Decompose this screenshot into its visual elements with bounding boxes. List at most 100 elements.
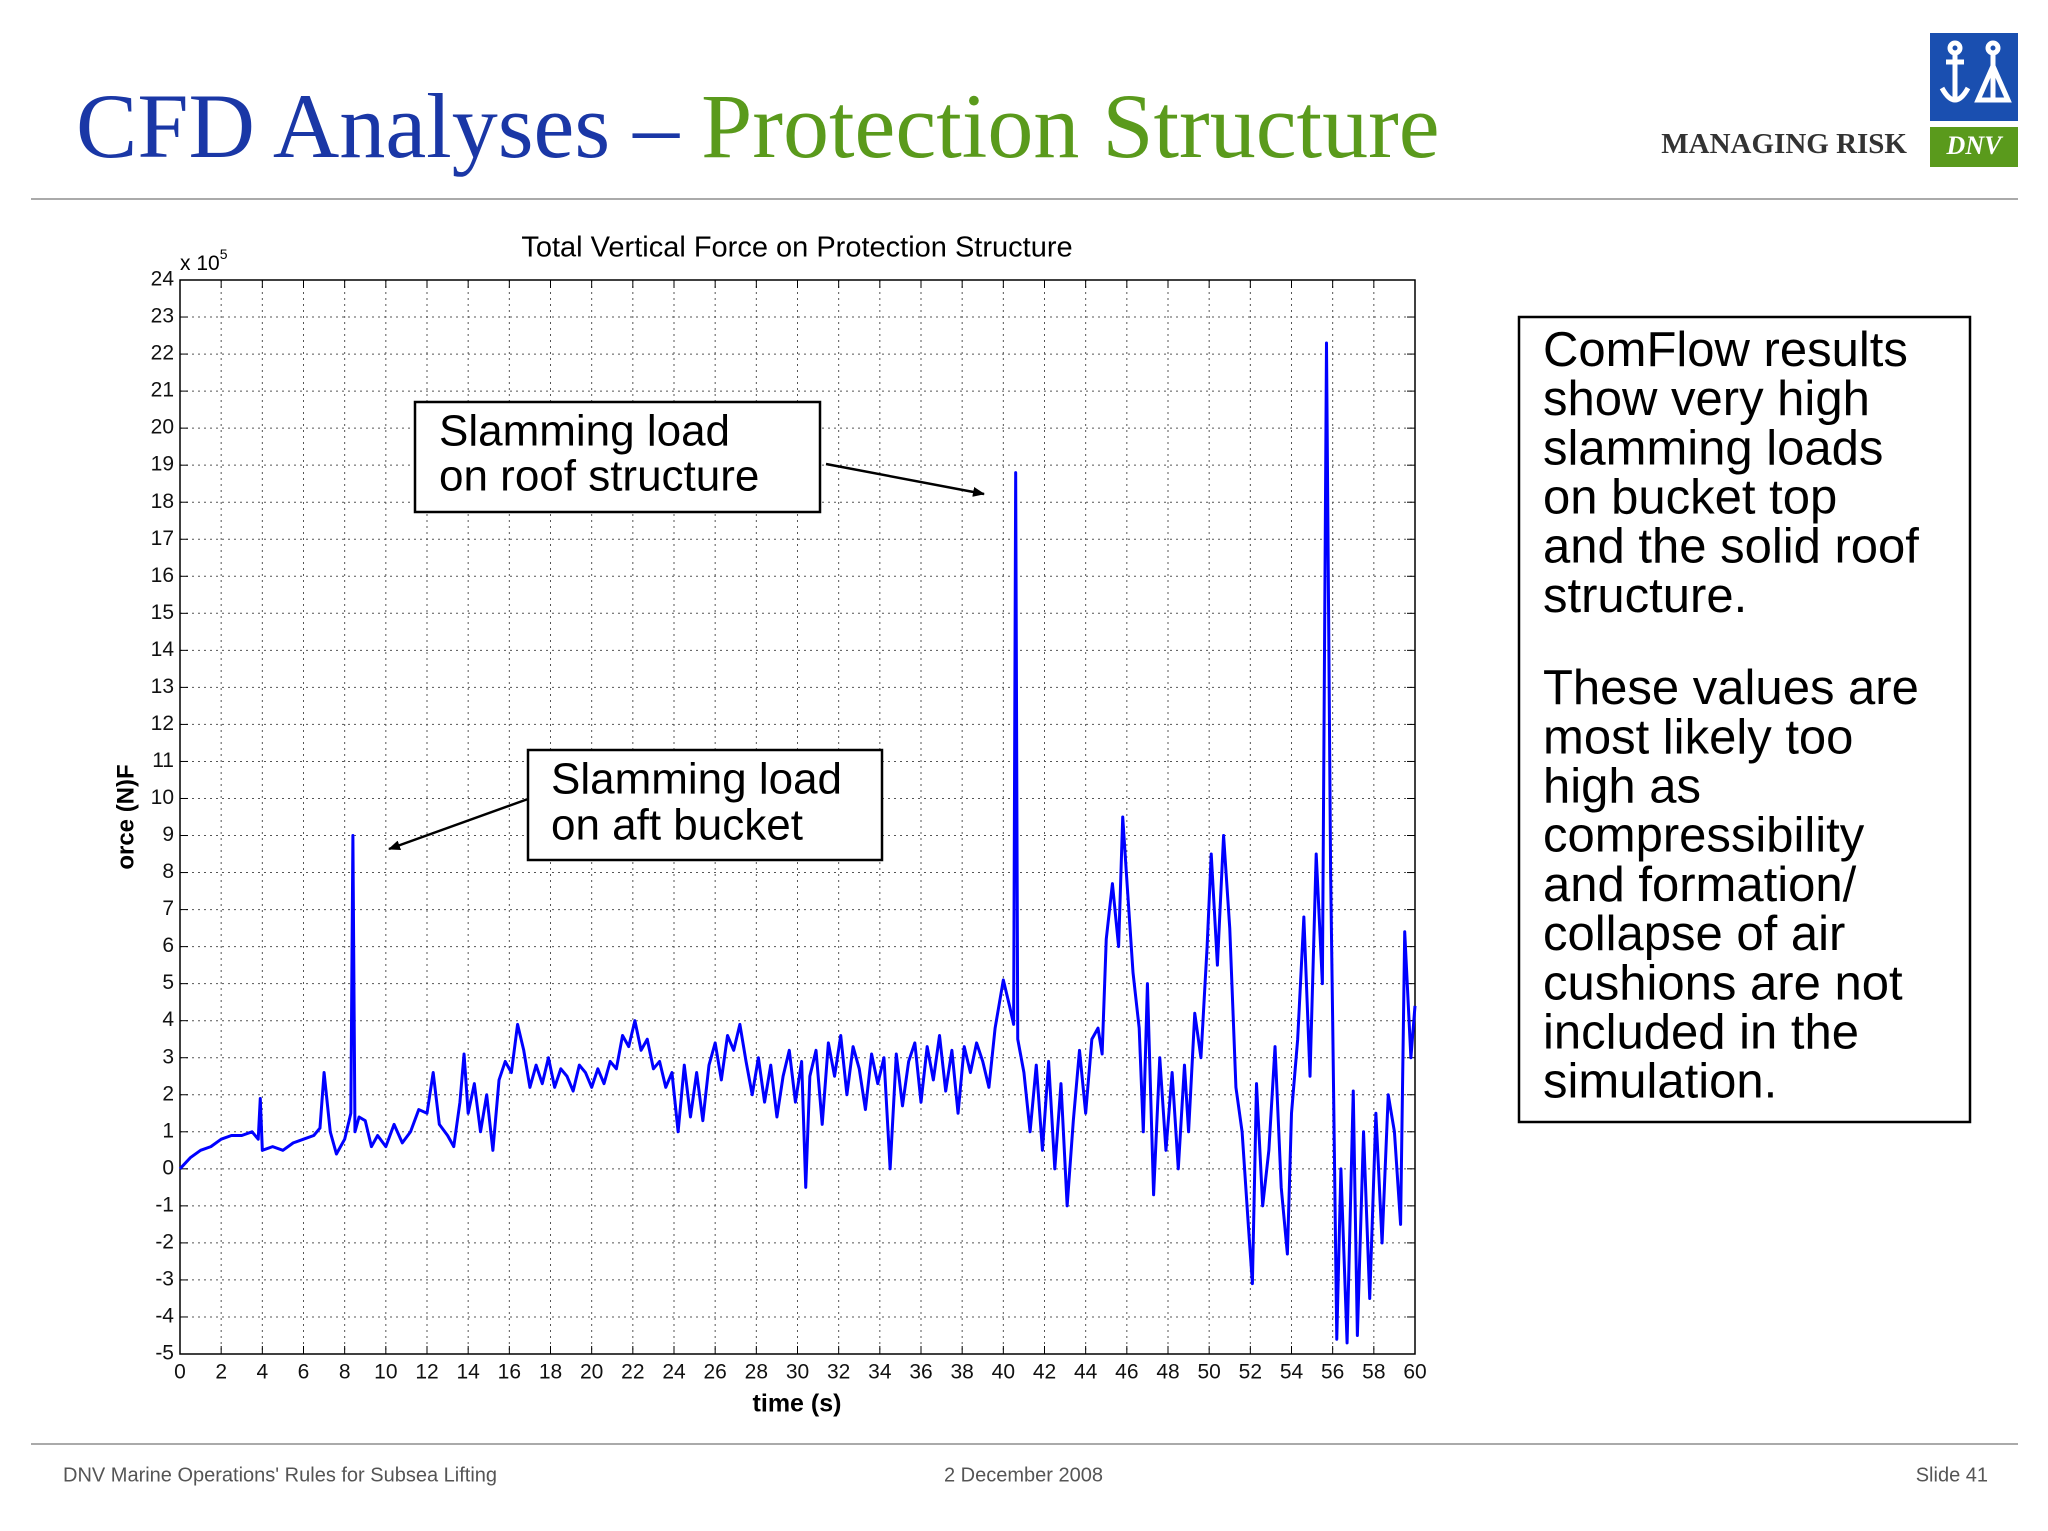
y-tick-label: 4 [162,1008,174,1031]
y-tick-label: 13 [151,675,174,698]
x-tick-label: 42 [1033,1361,1056,1384]
y-tick-label: -1 [155,1193,174,1216]
text-box-line: compressibility [1543,809,1865,863]
annotation-arrow [825,462,985,497]
x-tick-label: 36 [909,1361,932,1384]
x-tick-label: 16 [498,1361,521,1384]
plot-frame [179,279,1416,1355]
x-tick-label: 28 [745,1361,768,1384]
x-tick-label: 24 [662,1361,686,1384]
y-tick-label: 19 [151,453,174,476]
text-box-line: slamming loads [1543,421,1883,475]
text-box-line: and the solid roof [1543,520,1919,574]
logo-text: DNV [1946,131,2005,160]
y-tick-label: 22 [151,342,174,365]
y-tick-label: 10 [151,786,174,809]
y-tick-label: 20 [151,416,174,439]
y-tick-label: 14 [151,638,175,661]
x-tick-label: 6 [298,1361,310,1384]
x-tick-label: 2 [215,1361,227,1384]
y-tick-label: -5 [155,1342,174,1365]
y-tick-label: 11 [152,749,174,772]
x-tick-label: 50 [1197,1361,1220,1384]
footer-right: Slide 41 [1916,1464,1988,1486]
text-box-line: show very high [1543,372,1870,426]
logo: DNV [1930,33,2018,167]
x-tick-label: 14 [456,1361,480,1384]
y-tick-label: 3 [162,1045,174,1068]
data-line [178,341,1417,1345]
text-box-line: high as [1543,760,1701,814]
text-box [1517,315,1972,1124]
slide-title: CFD Analyses – Protection Structure [76,75,1440,177]
x-tick-label: 8 [339,1361,351,1384]
x-tick-label: 4 [256,1361,268,1384]
x-tick-label: 0 [174,1361,186,1384]
annotation-line: on roof structure [439,452,759,501]
x-tick-label: 58 [1362,1361,1385,1384]
y-tick-label: 9 [162,823,174,846]
y-tick-label: 7 [162,897,174,920]
title-part: CFD Analyses – [76,75,680,177]
x-tick-label: 44 [1074,1361,1098,1384]
y-axis-label: orce (N)F [112,764,139,869]
text-box-line: included in the [1543,1006,1859,1060]
y-tick-label: 23 [151,305,174,328]
y-tick-label: 18 [151,490,174,513]
x-tick-label: 12 [415,1361,438,1384]
title-part: Protection Structure [701,75,1439,177]
annotation-arrow [388,797,529,851]
x-tick-label: 40 [992,1361,1015,1384]
footer-center: 2 December 2008 [944,1464,1103,1486]
text-box-line: structure. [1543,569,1747,623]
y-tick-label: 5 [162,971,174,994]
x-tick-label: 26 [703,1361,726,1384]
x-tick-label: 38 [950,1361,973,1384]
annotation-line: Slamming load [439,407,730,456]
text-box-line: and formation/ [1543,858,1857,912]
x-tick-label: 56 [1321,1361,1344,1384]
y-tick-label: -2 [155,1230,174,1253]
y-tick-label: -3 [155,1267,174,1290]
y-tick-label: 8 [162,860,174,883]
x-tick-label: 30 [786,1361,809,1384]
text-box-line: ComFlow results [1543,323,1908,377]
y-tick-label: 6 [162,934,174,957]
y-tick-label: -4 [155,1305,174,1328]
y-tick-label: 1 [162,1119,174,1142]
x-tick-label: 48 [1156,1361,1179,1384]
y-tick-label: 2 [162,1082,174,1105]
x-tick-label: 52 [1239,1361,1262,1384]
y-tick-label: 12 [151,712,174,735]
y-tick-label: 21 [151,379,174,402]
footer-left: DNV Marine Operations' Rules for Subsea … [63,1464,497,1486]
annotation: Slamming load on roof structure [413,400,985,514]
x-axis-label: time (s) [753,1390,842,1418]
text-box-line: most likely too [1543,710,1853,764]
y-tick-label: 17 [151,527,174,550]
text-box-line: cushions are not [1543,956,1903,1010]
x-tick-label: 22 [621,1361,644,1384]
y-tick-label: 15 [151,601,174,624]
text-box-line: collapse of air [1543,907,1845,961]
text-box-line: These values are [1543,661,1919,715]
annotation-line: Slamming load [551,755,842,804]
text-box-line: simulation. [1543,1055,1777,1109]
x-tick-label: 18 [539,1361,562,1384]
y-tick-label: 24 [151,268,175,291]
x-tick-label: 54 [1280,1361,1304,1384]
x-tick-label: 34 [868,1361,892,1384]
y-tick-label: 0 [162,1156,174,1179]
annotation-line: on aft bucket [551,801,803,850]
chart-title: Total Vertical Force on Protection Struc… [521,232,1072,264]
x-tick-label: 10 [374,1361,397,1384]
x-tick-label: 46 [1115,1361,1138,1384]
text-box-line: on bucket top [1543,471,1837,525]
y-tick-label: 16 [151,564,174,587]
y-multiplier: x 105 [180,246,228,275]
tagline: MANAGING RISK [1661,128,1907,160]
annotation: Slamming load on aft bucket [388,748,884,862]
